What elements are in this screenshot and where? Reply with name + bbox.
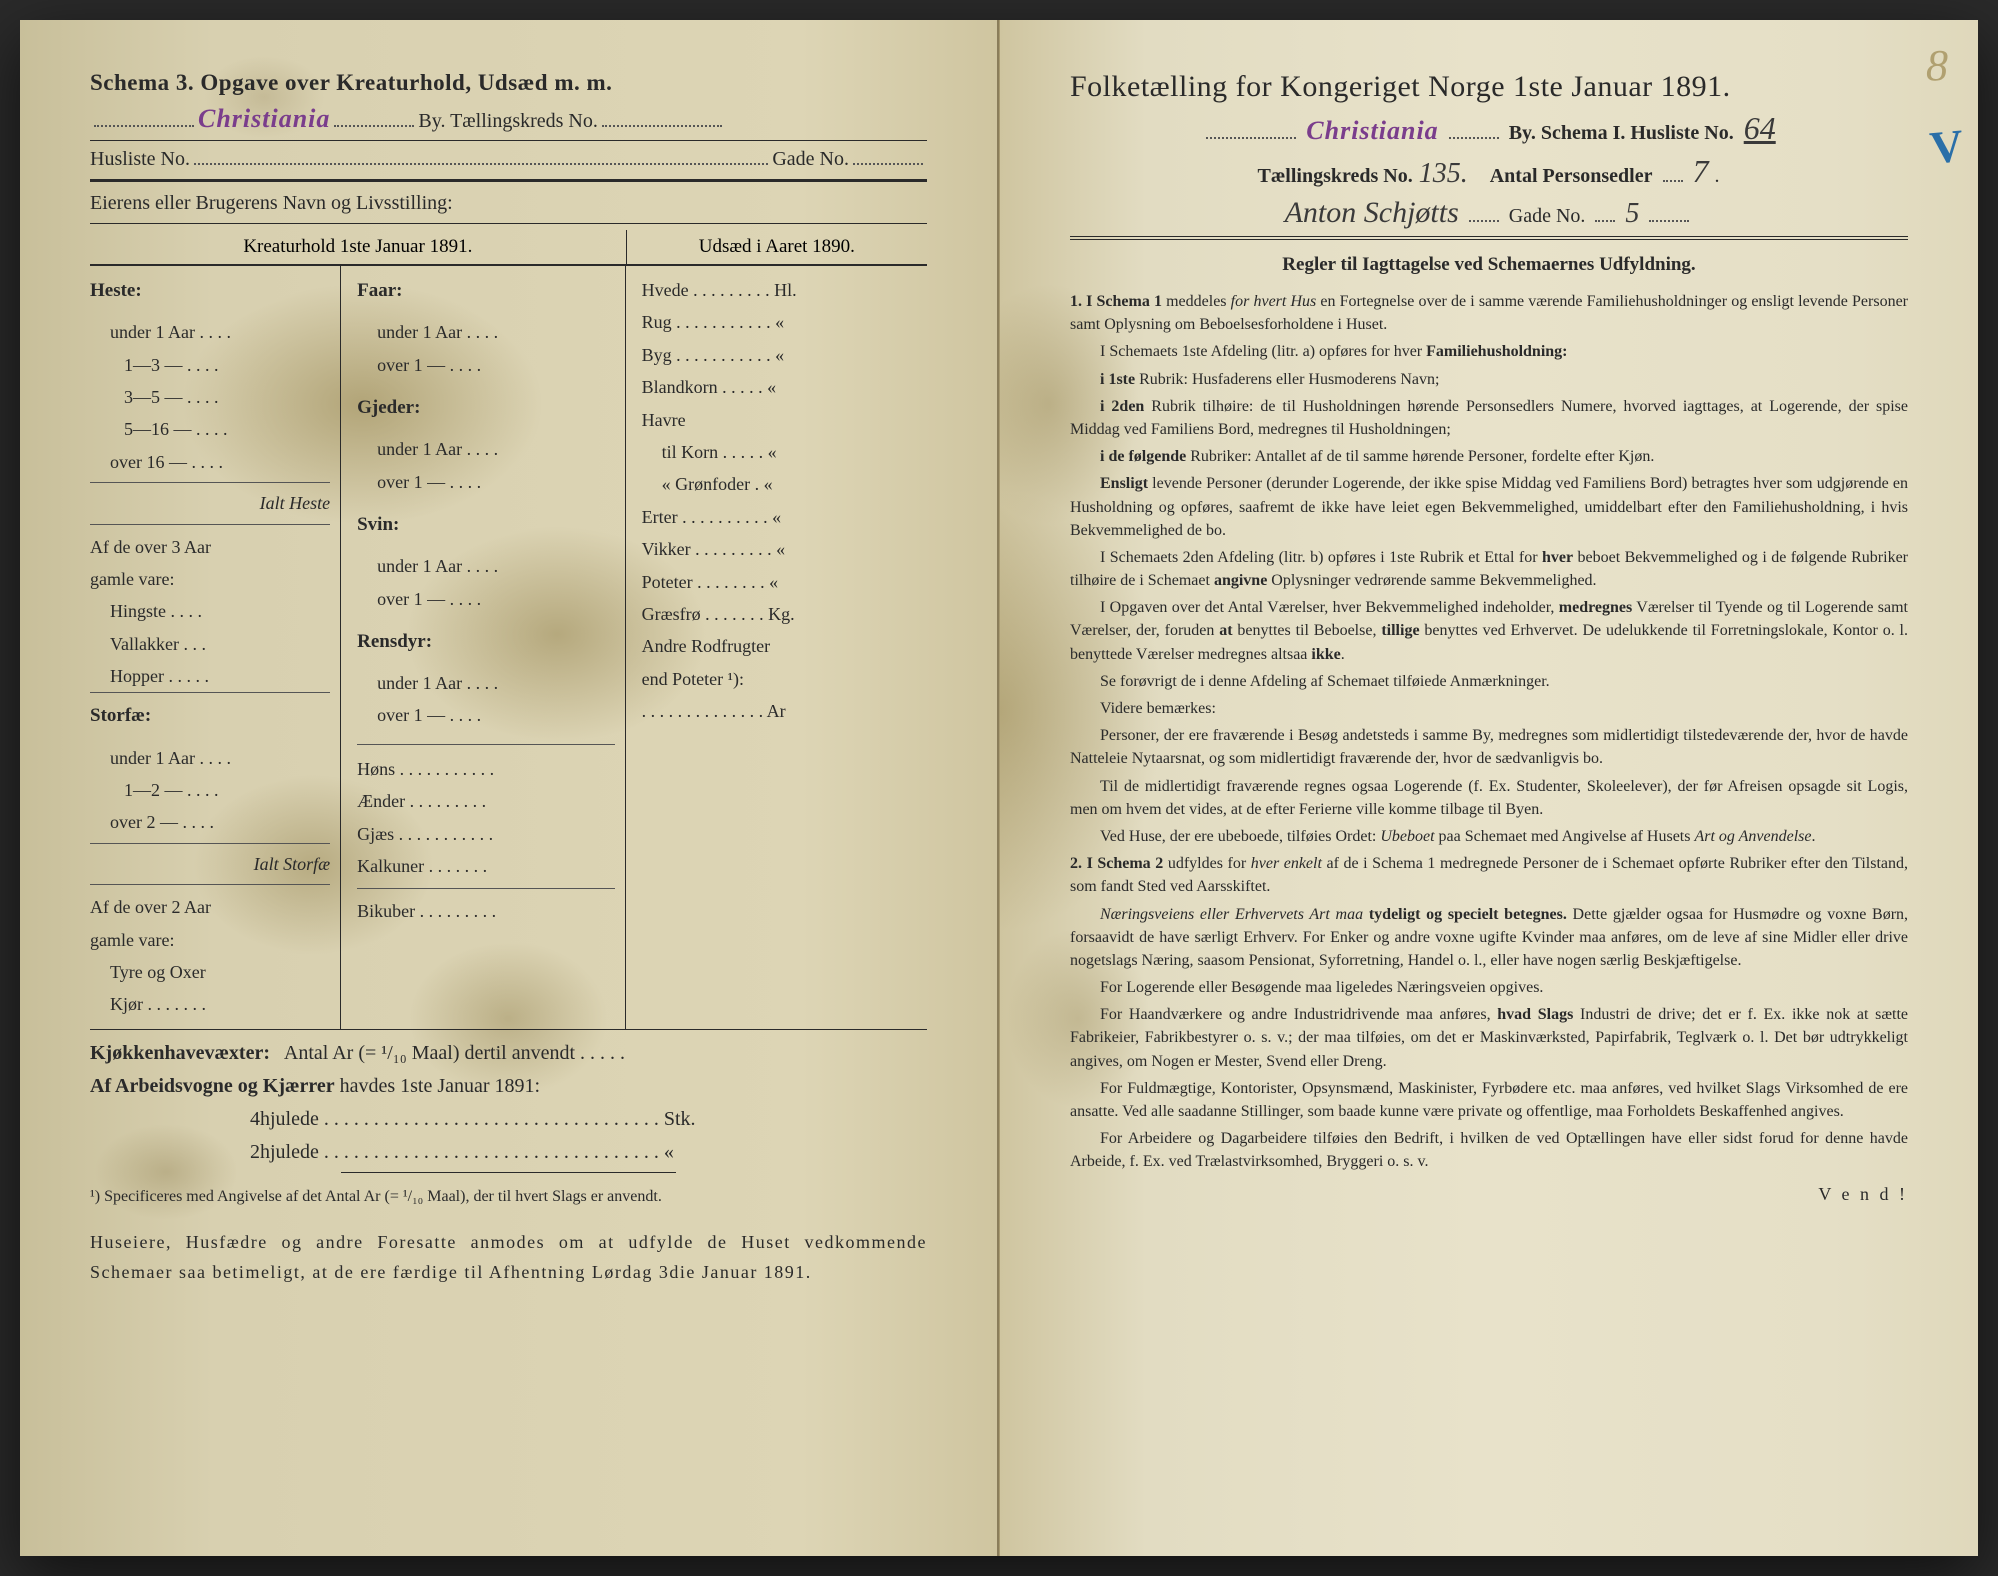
footnote: ¹) Specificeres med Angivelse af det Ant… [90,1185,927,1209]
col-heste-storfae: Heste: under 1 Aar . . . . 1—3 — . . . .… [90,266,341,1029]
gade-line: Anton Schjøtts Gade No. 5 [1070,196,1908,230]
rules-paragraph: I Schemaets 2den Afdeling (litr. b) opfø… [1070,546,1908,592]
kreatur-table: Heste: under 1 Aar . . . . 1—3 — . . . .… [90,265,927,1030]
folketaelling-title: Folketælling for Kongeriget Norge 1ste J… [1070,70,1908,104]
blue-checkmark: V [1928,119,1966,175]
col-udsaed: Hvede . . . . . . . . . Hl. Rug . . . . … [626,266,927,1029]
rules-paragraph: Til de midlertidigt fraværende regnes og… [1070,775,1908,821]
owner-label: Eierens eller Brugerens Navn og Livsstil… [90,192,927,215]
left-footer: Huseiere, Husfædre og andre Foresatte an… [90,1227,927,1288]
gade-no-hand: 5 [1625,198,1639,230]
rules-paragraph: i 2den Rubrik tilhøire: de til Husholdni… [1070,395,1908,441]
christiania-stamp-right: Christiania [1306,116,1438,146]
rules-paragraph: For Haandværkere og andre Industridriven… [1070,1003,1908,1073]
taellingskreds-line: Tællingskreds No. 135. Antal Personsedle… [1070,153,1908,190]
right-page: 8 V Folketælling for Kongeriget Norge 1s… [999,20,1978,1556]
husliste-no-handwritten: 64 [1744,110,1776,147]
rules-paragraph: Ved Huse, der ere ubeboede, tilføies Ord… [1070,825,1908,848]
rules-paragraph: I Opgaven over det Antal Værelser, hver … [1070,596,1908,666]
left-page: Schema 3. Opgave over Kreaturhold, Udsæd… [20,20,999,1556]
rules-paragraph: Ensligt levende Personer (derunder Loger… [1070,472,1908,542]
rules-heading: Regler til Iagttagelse ved Schemaernes U… [1070,254,1908,276]
rules-paragraph: I Schemaets 1ste Afdeling (litr. a) opfø… [1070,340,1908,363]
rules-body: 1. I Schema 1 meddeles for hvert Hus en … [1070,290,1908,1174]
rules-paragraph: i 1ste Rubrik: Husfaderens eller Husmode… [1070,368,1908,391]
vend-label: V e n d ! [1070,1184,1908,1205]
rules-paragraph: Personer, der ere fraværende i Besøg and… [1070,724,1908,770]
pencil-annotation-8: 8 [1926,40,1948,91]
rules-paragraph: For Logerende eller Besøgende maa ligele… [1070,976,1908,999]
rules-paragraph: Videre bemærkes: [1070,697,1908,720]
husliste-line: Husliste No. Gade No. [90,147,927,171]
arbeidsvogne-line: Af Arbeidsvogne og Kjærrer havdes 1ste J… [90,1075,927,1098]
book-spread: Schema 3. Opgave over Kreaturhold, Udsæd… [20,20,1978,1556]
rules-paragraph: Næringsveiens eller Erhvervets Art maa t… [1070,903,1908,973]
antal-personsedler-hand: 7 [1693,153,1709,190]
rules-paragraph: i de følgende Rubriker: Antallet af de t… [1070,445,1908,468]
left-city-line: Christiania By. Tællingskreds No. [90,104,927,134]
rules-paragraph: 2. I Schema 2 udfyldes for hver enkelt a… [1070,852,1908,898]
taellingskreds-no-hand: 135. [1419,158,1468,190]
rules-paragraph: 1. I Schema 1 meddeles for hvert Hus en … [1070,290,1908,336]
col-faar-etc: Faar: under 1 Aar . . . . over 1 — . . .… [341,266,626,1029]
rules-paragraph: For Arbeidere og Dagarbeidere tilføies d… [1070,1127,1908,1173]
christiania-stamp-left: Christiania [198,104,330,134]
street-name-hand: Anton Schjøtts [1285,196,1459,230]
kjokken-line: Kjøkkenhavevæxter: Antal Ar (= ¹/₁₀ Maal… [90,1042,927,1065]
right-city-line: Christiania By. Schema I. Husliste No. 6… [1070,110,1908,147]
schema3-title: Schema 3. Opgave over Kreaturhold, Udsæd… [90,70,927,96]
rules-paragraph: For Fuldmægtige, Kontorister, Opsynsmænd… [1070,1077,1908,1123]
kreatur-headers: Kreaturhold 1ste Januar 1891. Udsæd i Aa… [90,230,927,265]
rules-paragraph: Se forøvrigt de i denne Afdeling af Sche… [1070,670,1908,693]
